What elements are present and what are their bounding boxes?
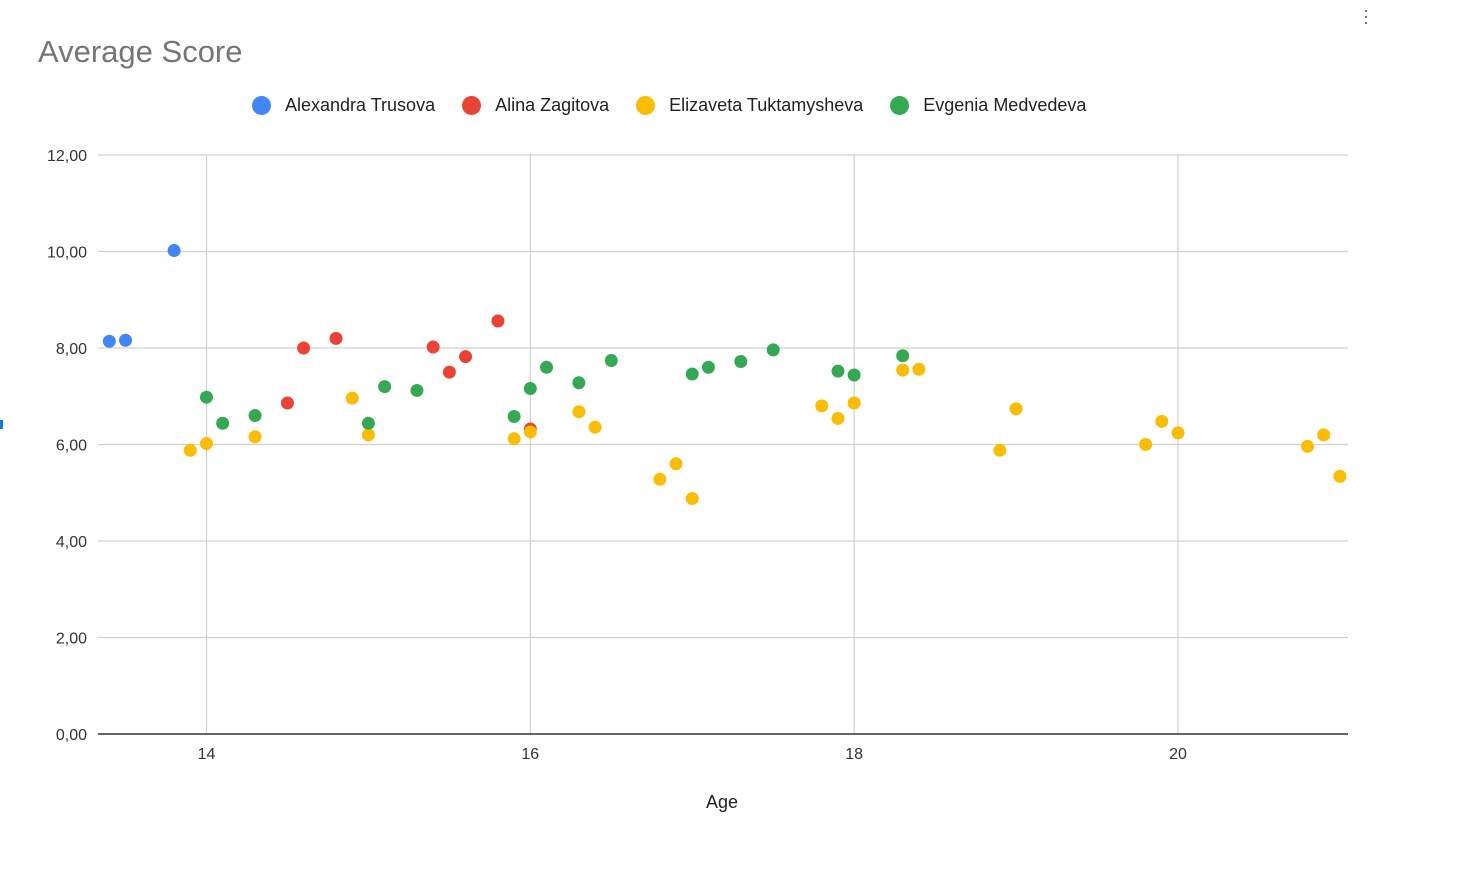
data-point-series-0[interactable] <box>119 333 133 347</box>
data-point-series-3[interactable] <box>378 380 392 394</box>
legend-dot-icon <box>462 96 482 115</box>
data-point-series-3[interactable] <box>831 364 845 378</box>
legend-item[interactable]: Alexandra Trusova <box>252 95 435 116</box>
data-point-series-3[interactable] <box>604 354 618 368</box>
data-point-series-1[interactable] <box>426 340 440 354</box>
legend-item[interactable]: Elizaveta Tuktamysheva <box>636 95 863 116</box>
data-point-series-2[interactable] <box>1171 426 1185 440</box>
data-point-series-2[interactable] <box>993 443 1007 457</box>
data-point-series-2[interactable] <box>1139 438 1153 451</box>
data-point-series-2[interactable] <box>847 396 861 410</box>
data-point-series-2[interactable] <box>685 492 699 506</box>
legend-dot-icon <box>890 96 910 115</box>
x-tick-label: 16 <box>521 746 539 763</box>
data-point-series-3[interactable] <box>896 349 910 363</box>
data-point-series-3[interactable] <box>507 410 521 424</box>
data-point-series-2[interactable] <box>815 399 829 413</box>
legend-dot-icon <box>636 96 656 115</box>
data-point-series-2[interactable] <box>669 457 683 471</box>
x-tick-label: 20 <box>1169 746 1187 763</box>
data-point-series-2[interactable] <box>1009 402 1023 416</box>
legend-label: Evgenia Medvedeva <box>923 95 1087 115</box>
data-point-series-2[interactable] <box>523 425 537 439</box>
data-point-series-2[interactable] <box>1317 428 1331 442</box>
data-point-series-3[interactable] <box>685 367 699 381</box>
x-axis-title: Age <box>706 792 738 812</box>
data-point-series-1[interactable] <box>280 396 294 410</box>
data-point-series-3[interactable] <box>701 360 715 374</box>
data-point-series-3[interactable] <box>199 390 213 404</box>
data-point-series-1[interactable] <box>442 365 456 379</box>
data-point-series-3[interactable] <box>410 383 424 397</box>
data-point-series-2[interactable] <box>345 391 359 405</box>
y-tick-label: 6,00 <box>56 438 87 455</box>
legend-label: Elizaveta Tuktamysheva <box>669 95 864 115</box>
data-point-series-2[interactable] <box>912 362 926 376</box>
y-tick-label: 0,00 <box>56 727 87 744</box>
y-tick-label: 8,00 <box>56 341 87 358</box>
data-point-series-1[interactable] <box>459 350 473 364</box>
chart-legend: Alexandra Trusova Alina Zagitova Elizaveta… <box>252 95 1113 116</box>
data-point-series-0[interactable] <box>167 244 181 258</box>
data-point-series-3[interactable] <box>734 355 748 369</box>
data-point-series-2[interactable] <box>1301 439 1315 453</box>
data-point-series-2[interactable] <box>183 443 197 457</box>
data-point-series-2[interactable] <box>572 405 586 419</box>
data-point-series-3[interactable] <box>216 416 230 430</box>
legend-item[interactable]: Alina Zagitova <box>462 95 609 116</box>
data-point-series-2[interactable] <box>653 472 667 486</box>
data-point-series-3[interactable] <box>572 376 586 390</box>
legend-label: Alina Zagitova <box>495 95 610 115</box>
y-tick-label: 4,00 <box>56 534 87 551</box>
data-point-series-2[interactable] <box>1155 414 1169 428</box>
legend-item[interactable]: Evgenia Medvedeva <box>890 95 1086 116</box>
data-point-series-2[interactable] <box>507 432 521 446</box>
data-point-series-3[interactable] <box>847 368 861 382</box>
y-tick-label: 10,00 <box>47 245 87 262</box>
data-point-series-0[interactable] <box>102 334 116 348</box>
data-point-series-2[interactable] <box>199 437 213 451</box>
data-point-series-2[interactable] <box>896 363 910 377</box>
data-point-series-3[interactable] <box>523 382 537 396</box>
selection-handle <box>0 420 3 429</box>
more-options-icon[interactable] <box>1360 6 1372 34</box>
data-point-series-3[interactable] <box>361 416 375 430</box>
x-tick-label: 14 <box>198 746 216 763</box>
chart-title: Average Score <box>38 34 243 69</box>
data-point-series-2[interactable] <box>248 430 262 444</box>
data-point-series-1[interactable] <box>491 314 505 328</box>
data-point-series-2[interactable] <box>361 428 375 442</box>
y-tick-label: 12,00 <box>47 148 87 165</box>
data-point-series-3[interactable] <box>540 360 554 374</box>
legend-dot-icon <box>252 96 271 115</box>
data-point-series-1[interactable] <box>297 341 311 355</box>
x-tick-label: 18 <box>845 746 863 763</box>
y-tick-label: 2,00 <box>56 631 87 648</box>
data-point-series-3[interactable] <box>248 409 262 423</box>
legend-label: Alexandra Trusova <box>285 95 436 115</box>
data-point-series-1[interactable] <box>329 331 343 345</box>
data-point-series-2[interactable] <box>1333 469 1347 483</box>
data-point-series-3[interactable] <box>766 343 780 357</box>
data-point-series-2[interactable] <box>831 411 845 425</box>
data-point-series-2[interactable] <box>588 420 602 434</box>
